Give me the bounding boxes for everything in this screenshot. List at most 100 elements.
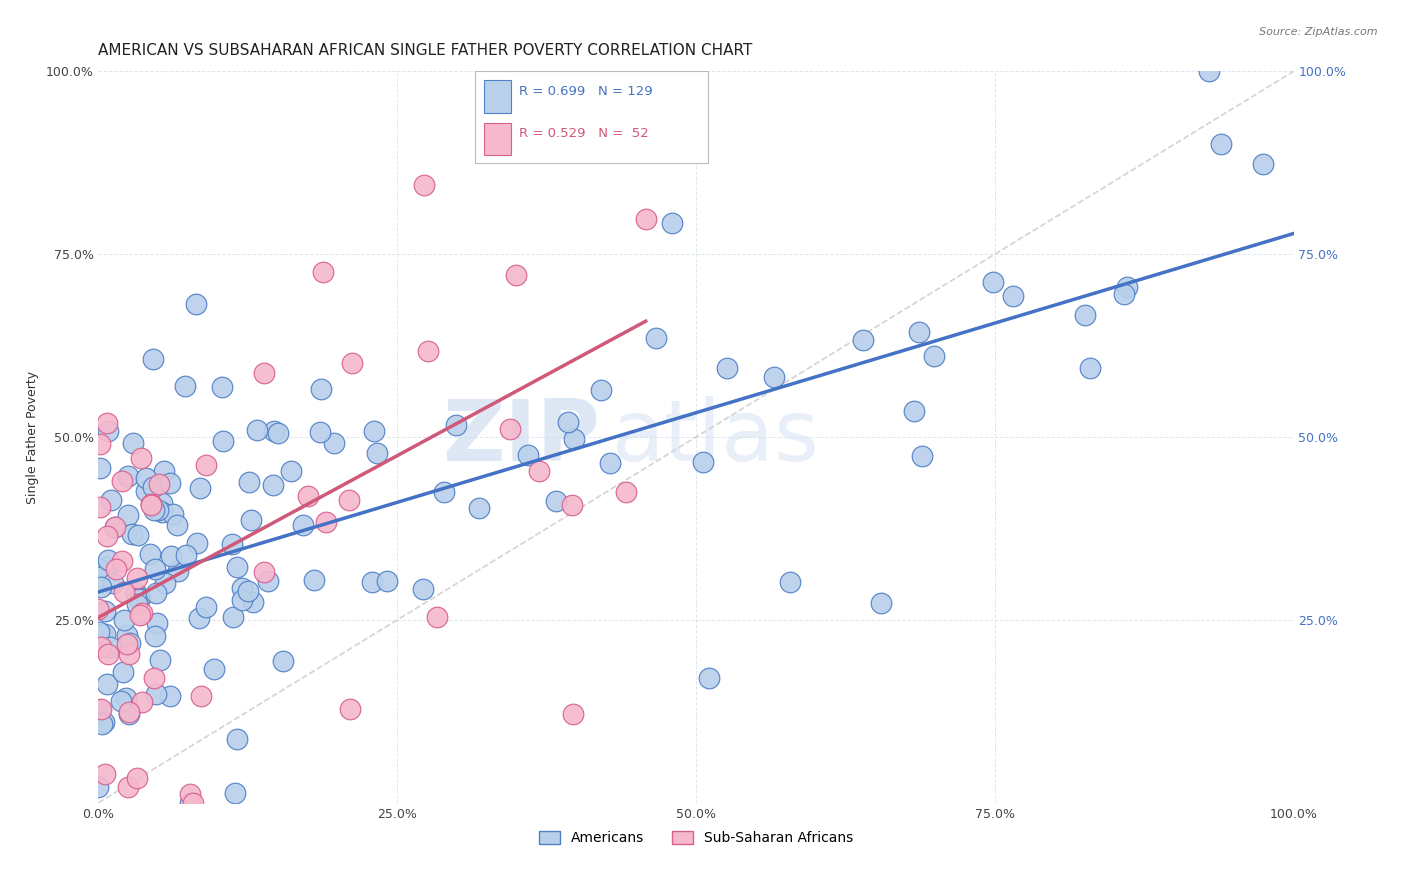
- Point: [131, 606, 153, 620]
- Point: [142, 351, 165, 366]
- Point: [236, 583, 259, 598]
- Point: [1114, 286, 1136, 301]
- Point: [125, 586, 148, 600]
- Point: [135, 483, 157, 498]
- Point: [125, 771, 148, 785]
- Point: [479, 136, 502, 151]
- Point: [911, 449, 934, 463]
- Point: [444, 417, 467, 432]
- Point: [221, 537, 243, 551]
- Point: [589, 383, 612, 397]
- Point: [121, 527, 143, 541]
- Point: [188, 481, 211, 495]
- Point: [90, 640, 112, 654]
- Point: [852, 333, 875, 347]
- Point: [87, 570, 110, 584]
- Point: [104, 520, 127, 534]
- Point: [699, 671, 721, 685]
- Point: [142, 480, 165, 494]
- Point: [222, 610, 245, 624]
- Point: [1211, 136, 1233, 151]
- Point: [160, 549, 183, 563]
- Point: [89, 460, 111, 475]
- Point: [280, 464, 302, 478]
- Point: [529, 464, 551, 478]
- Point: [128, 591, 150, 606]
- Point: [120, 636, 142, 650]
- Text: ZIP: ZIP: [443, 395, 600, 479]
- Point: [159, 689, 181, 703]
- Point: [426, 609, 449, 624]
- Point: [361, 574, 384, 589]
- Point: [416, 344, 439, 359]
- Point: [312, 265, 335, 279]
- Point: [981, 275, 1004, 289]
- Point: [118, 648, 141, 662]
- Point: [267, 426, 290, 441]
- Point: [129, 591, 152, 605]
- Y-axis label: Single Father Poverty: Single Father Poverty: [25, 370, 39, 504]
- Point: [150, 505, 173, 519]
- Point: [111, 474, 134, 488]
- Point: [141, 499, 163, 513]
- Point: [1198, 64, 1220, 78]
- Point: [166, 518, 188, 533]
- Point: [94, 767, 117, 781]
- Point: [87, 602, 110, 616]
- Point: [89, 437, 111, 451]
- Point: [262, 478, 284, 492]
- Point: [115, 690, 138, 705]
- Point: [661, 216, 683, 230]
- Point: [167, 564, 190, 578]
- Point: [89, 625, 111, 640]
- Point: [263, 424, 285, 438]
- Point: [323, 436, 346, 450]
- Point: [117, 780, 139, 794]
- Point: [93, 715, 115, 730]
- Point: [100, 492, 122, 507]
- Text: atlas: atlas: [613, 395, 820, 479]
- Point: [90, 701, 112, 715]
- Point: [135, 471, 157, 485]
- Point: [89, 703, 111, 717]
- Point: [142, 503, 165, 517]
- Point: [599, 456, 621, 470]
- Point: [104, 520, 127, 534]
- Point: [202, 662, 225, 676]
- Point: [239, 512, 262, 526]
- Point: [98, 640, 121, 654]
- Point: [211, 379, 233, 393]
- Point: [143, 629, 166, 643]
- Point: [412, 582, 434, 596]
- Text: R = 0.699   N = 129: R = 0.699 N = 129: [519, 85, 652, 98]
- Bar: [485, 79, 510, 112]
- Point: [176, 549, 198, 563]
- Point: [150, 496, 173, 510]
- Point: [1078, 361, 1101, 376]
- Point: [516, 448, 538, 462]
- Point: [183, 796, 205, 810]
- Point: [238, 475, 260, 489]
- Point: [159, 475, 181, 490]
- Point: [363, 424, 385, 438]
- Point: [153, 575, 176, 590]
- Point: [112, 585, 135, 599]
- Point: [87, 561, 110, 575]
- Point: [117, 706, 139, 721]
- Point: [110, 694, 132, 708]
- Text: AMERICAN VS SUBSAHARAN AFRICAN SINGLE FATHER POVERTY CORRELATION CHART: AMERICAN VS SUBSAHARAN AFRICAN SINGLE FA…: [98, 43, 752, 58]
- Point: [101, 576, 124, 591]
- Point: [97, 647, 120, 661]
- Point: [188, 611, 211, 625]
- Point: [692, 455, 714, 469]
- Point: [127, 528, 149, 542]
- Point: [141, 497, 163, 511]
- Point: [505, 268, 527, 283]
- Point: [557, 415, 579, 429]
- Point: [297, 489, 319, 503]
- Point: [1074, 308, 1097, 322]
- Point: [337, 493, 360, 508]
- Point: [94, 604, 117, 618]
- Point: [271, 654, 294, 668]
- Point: [112, 613, 135, 627]
